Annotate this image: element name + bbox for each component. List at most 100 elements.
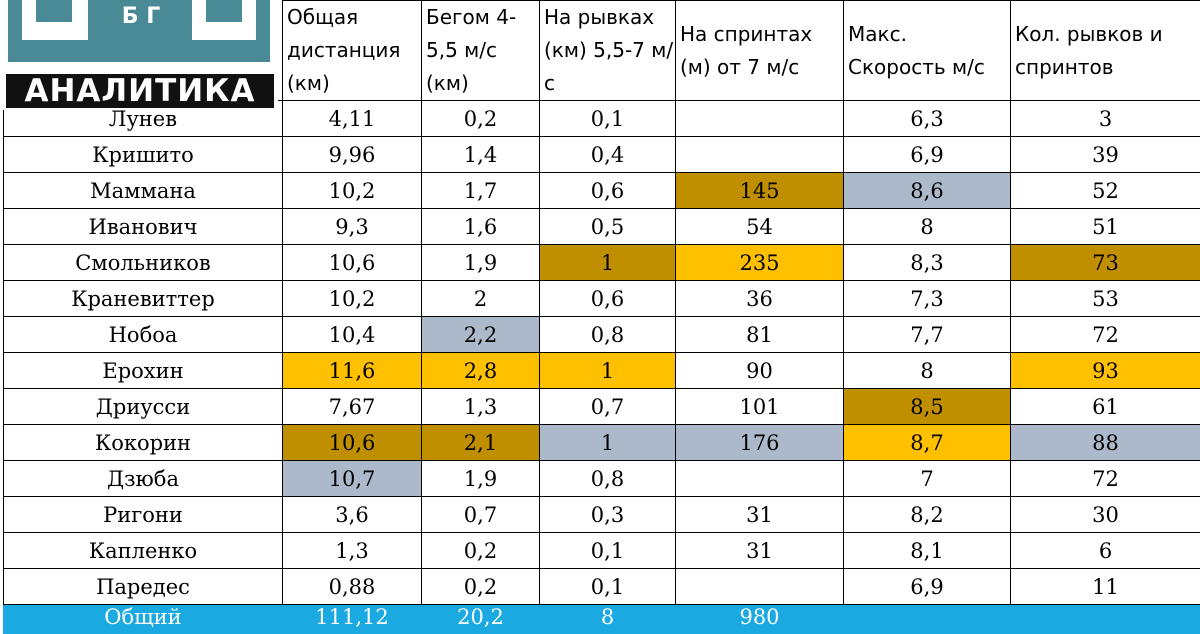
running-cell: 0,2 — [422, 533, 540, 569]
player-name-cell: Кришито — [4, 137, 283, 173]
player-name-cell: Иванович — [4, 209, 283, 245]
total-total-distance-cell: 111,12 — [283, 605, 422, 634]
dash-count-cell: 6 — [1011, 533, 1200, 569]
max-speed-cell: 6,9 — [844, 569, 1011, 605]
dashes-cell: 0,3 — [540, 497, 676, 533]
dashes-cell: 0,8 — [540, 461, 676, 497]
player-name-cell: Дзюба — [4, 461, 283, 497]
header-dash-count: Кол. рывков и спринтов — [1011, 1, 1200, 101]
dashes-cell: 1 — [540, 245, 676, 281]
sprints-cell: 36 — [676, 281, 844, 317]
sprints-cell: 54 — [676, 209, 844, 245]
header-max-speed: Макс. Скорость м/с — [844, 1, 1011, 101]
dash-count-cell: 72 — [1011, 317, 1200, 353]
dashes-cell: 0,1 — [540, 101, 676, 137]
running-cell: 1,7 — [422, 173, 540, 209]
player-name-cell: Маммана — [4, 173, 283, 209]
max-speed-cell: 6,3 — [844, 101, 1011, 137]
total-running-cell: 20,2 — [422, 605, 540, 634]
header-sprints: На спринтах (м) от 7 м/с — [676, 1, 844, 101]
running-cell: 2,2 — [422, 317, 540, 353]
logo-brand-text: АНАЛИТИКА — [6, 74, 274, 108]
sprints-cell: 31 — [676, 497, 844, 533]
header-running: Бегом 4-5,5 м/с (км) — [422, 1, 540, 101]
running-cell: 1,3 — [422, 389, 540, 425]
dashes-cell: 1 — [540, 425, 676, 461]
dash-count-cell: 53 — [1011, 281, 1200, 317]
max-speed-cell: 8,6 — [844, 173, 1011, 209]
running-cell: 2,8 — [422, 353, 540, 389]
max-speed-cell: 7 — [844, 461, 1011, 497]
dash-count-cell: 61 — [1011, 389, 1200, 425]
max-speed-cell: 8,2 — [844, 497, 1011, 533]
dash-count-cell: 88 — [1011, 425, 1200, 461]
total-distance-cell: 10,7 — [283, 461, 422, 497]
sprints-cell: 81 — [676, 317, 844, 353]
total-distance-cell: 10,6 — [283, 425, 422, 461]
dashes-cell: 0,6 — [540, 173, 676, 209]
max-speed-cell: 8,3 — [844, 245, 1011, 281]
player-name-cell: Краневиттер — [4, 281, 283, 317]
sprints-cell — [676, 569, 844, 605]
dashes-cell: 0,8 — [540, 317, 676, 353]
dash-count-cell: 73 — [1011, 245, 1200, 281]
sprints-cell — [676, 137, 844, 173]
total-distance-cell: 9,3 — [283, 209, 422, 245]
running-cell: 1,6 — [422, 209, 540, 245]
total-distance-cell: 10,2 — [283, 281, 422, 317]
running-cell: 0,7 — [422, 497, 540, 533]
total-distance-cell: 4,11 — [283, 101, 422, 137]
running-cell: 1,9 — [422, 461, 540, 497]
running-cell: 1,9 — [422, 245, 540, 281]
max-speed-cell: 8,1 — [844, 533, 1011, 569]
total-distance-cell: 0,88 — [283, 569, 422, 605]
max-speed-cell: 8 — [844, 353, 1011, 389]
sprints-cell: 176 — [676, 425, 844, 461]
dashes-cell: 1 — [540, 353, 676, 389]
total-distance-cell: 7,67 — [283, 389, 422, 425]
player-name-cell: Кокорин — [4, 425, 283, 461]
logo-top-text: Б Г — [98, 4, 184, 30]
total-max-speed-cell — [844, 605, 1011, 634]
header-dashes: На рывках (км) 5,5-7 м/с — [540, 1, 676, 101]
player-name-cell: Дриусси — [4, 389, 283, 425]
dash-count-cell: 51 — [1011, 209, 1200, 245]
dash-count-cell: 93 — [1011, 353, 1200, 389]
dashes-cell: 0,4 — [540, 137, 676, 173]
player-name-cell: Ригони — [4, 497, 283, 533]
max-speed-cell: 8,7 — [844, 425, 1011, 461]
max-speed-cell: 8,5 — [844, 389, 1011, 425]
player-name-cell: Паредес — [4, 569, 283, 605]
sprints-cell: 90 — [676, 353, 844, 389]
dashes-cell: 0,5 — [540, 209, 676, 245]
sprints-cell — [676, 461, 844, 497]
total-distance-cell: 10,2 — [283, 173, 422, 209]
running-cell: 2,1 — [422, 425, 540, 461]
player-name-cell: Смольников — [4, 245, 283, 281]
player-name-cell: Нобоа — [4, 317, 283, 353]
running-cell: 2 — [422, 281, 540, 317]
max-speed-cell: 6,9 — [844, 137, 1011, 173]
total-dashes-cell: 8 — [540, 605, 676, 634]
dashes-cell: 0,1 — [540, 569, 676, 605]
max-speed-cell: 7,7 — [844, 317, 1011, 353]
dash-count-cell: 30 — [1011, 497, 1200, 533]
sprints-cell: 101 — [676, 389, 844, 425]
dash-count-cell: 72 — [1011, 461, 1200, 497]
total-distance-cell: 10,6 — [283, 245, 422, 281]
sprints-cell: 31 — [676, 533, 844, 569]
sprints-cell — [676, 101, 844, 137]
dashes-cell: 0,1 — [540, 533, 676, 569]
